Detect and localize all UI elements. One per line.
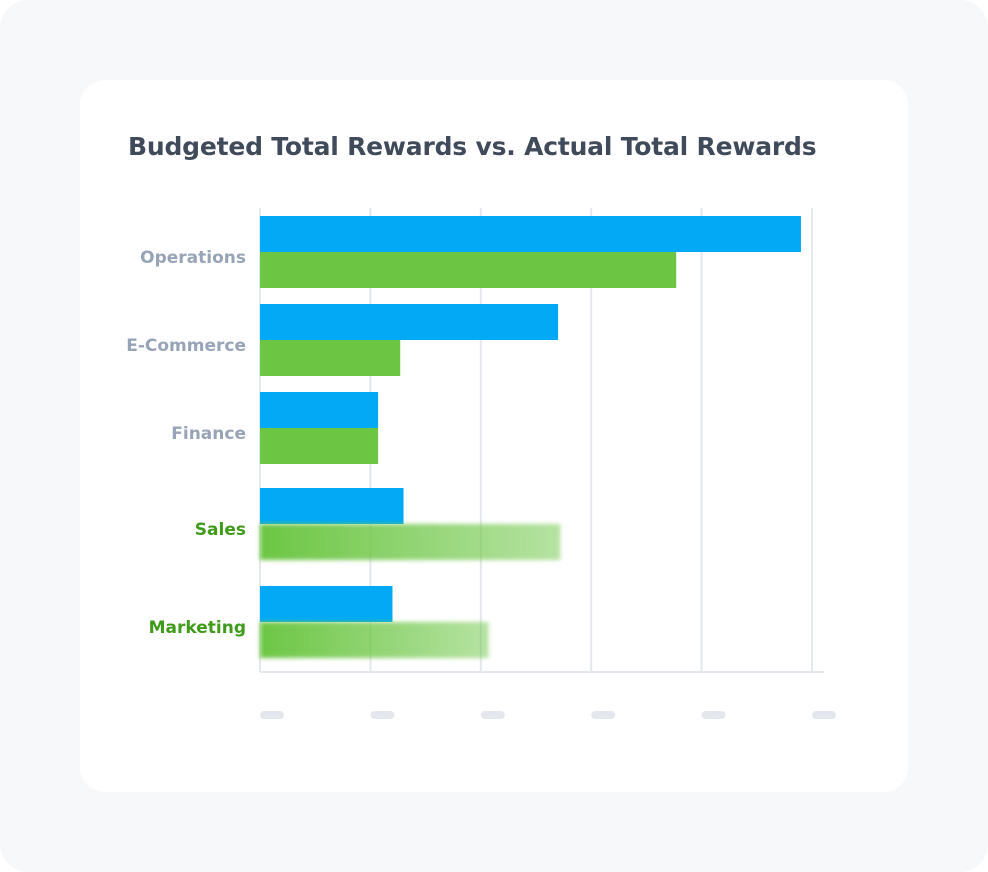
tick-label-placeholder [812, 711, 836, 719]
bar-finance-series-1 [260, 392, 379, 428]
bar-operations-series-1 [260, 216, 801, 252]
category-label: E-Commerce [126, 336, 246, 356]
tick-label-placeholder [260, 711, 284, 719]
label-layer: Operations E-Commerce Finance Sales Marketin… [126, 248, 246, 638]
tick-label-placeholder [701, 711, 726, 719]
tick-layer [260, 711, 836, 719]
bar-layer [260, 216, 801, 658]
tick-label-placeholder [480, 711, 505, 719]
bar-sales-series-2 [260, 524, 561, 560]
bar-e-commerce-series-2 [260, 340, 401, 376]
chart-card: Budgeted Total Rewards vs. Actual Total … [80, 80, 908, 792]
tick-label-placeholder [370, 711, 395, 719]
bar-sales-series-1 [260, 488, 404, 524]
bar-e-commerce-series-1 [260, 304, 559, 340]
chart-title: Budgeted Total Rewards vs. Actual Total … [128, 132, 817, 161]
category-label: Sales [195, 520, 246, 540]
bar-marketing-series-1 [260, 586, 393, 622]
category-label: Operations [140, 248, 246, 268]
bar-marketing-series-2 [260, 622, 489, 658]
tick-label-placeholder [591, 711, 616, 719]
bar-finance-series-2 [260, 428, 379, 464]
bar-operations-series-2 [260, 252, 677, 288]
category-label: Marketing [149, 618, 246, 638]
category-label: Finance [171, 424, 246, 444]
